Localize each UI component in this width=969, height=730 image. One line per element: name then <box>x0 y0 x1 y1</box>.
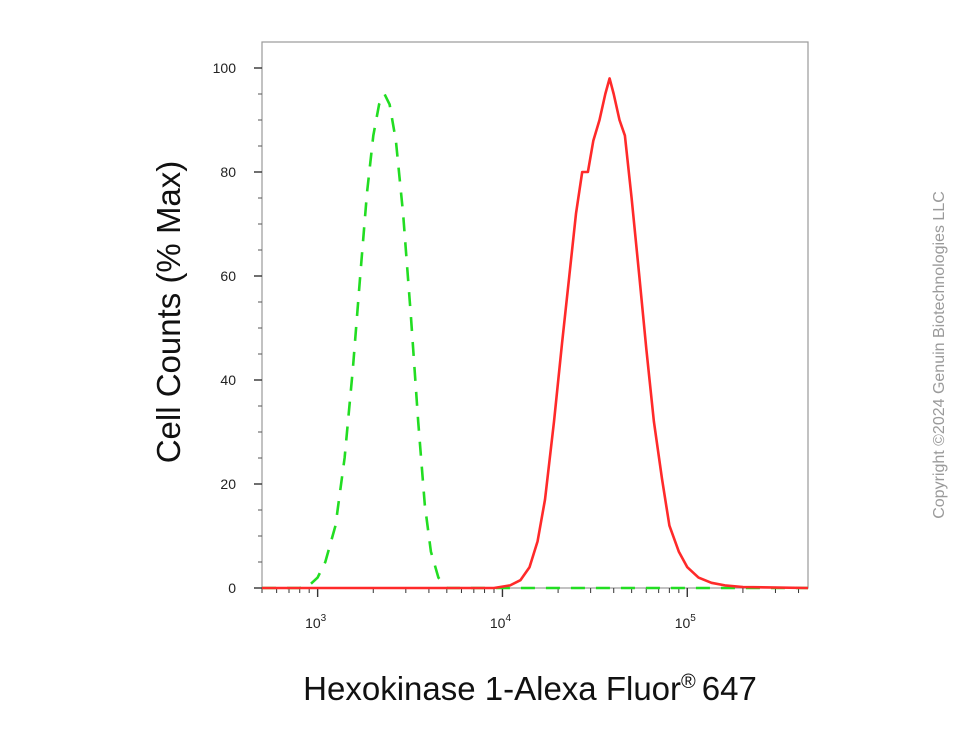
y-tick-label: 20 <box>220 476 236 492</box>
y-tick-label: 40 <box>220 372 236 388</box>
y-tick-label: 100 <box>213 60 237 76</box>
y-axis-title: Cell Counts (% Max) <box>150 161 187 464</box>
x-axis: 103 104 105 <box>261 588 800 631</box>
y-axis: 0 20 40 60 80 100 <box>213 60 262 596</box>
x-tick-label: 103 <box>305 613 327 631</box>
x-tick-label: 105 <box>675 613 697 631</box>
y-tick-label: 0 <box>228 580 236 596</box>
copyright-notice: Copyright ©2024 Genuin Biotechnologies L… <box>931 191 948 519</box>
series-layer <box>262 77 809 590</box>
histogram-series-2 <box>262 77 809 590</box>
x-tick-label: 104 <box>490 613 512 631</box>
x-axis-title-suffix: 647 <box>702 670 757 707</box>
y-tick-label: 60 <box>220 268 236 284</box>
plot-frame <box>261 41 809 589</box>
y-tick-label: 80 <box>220 164 236 180</box>
histogram-series-1 <box>262 92 808 590</box>
x-axis-title-registered-mark: ® <box>681 671 696 693</box>
x-axis-title-main: Hexokinase 1-Alexa Fluor <box>303 670 681 707</box>
x-axis-title: Hexokinase 1-Alexa Fluor® 647 <box>303 670 757 707</box>
